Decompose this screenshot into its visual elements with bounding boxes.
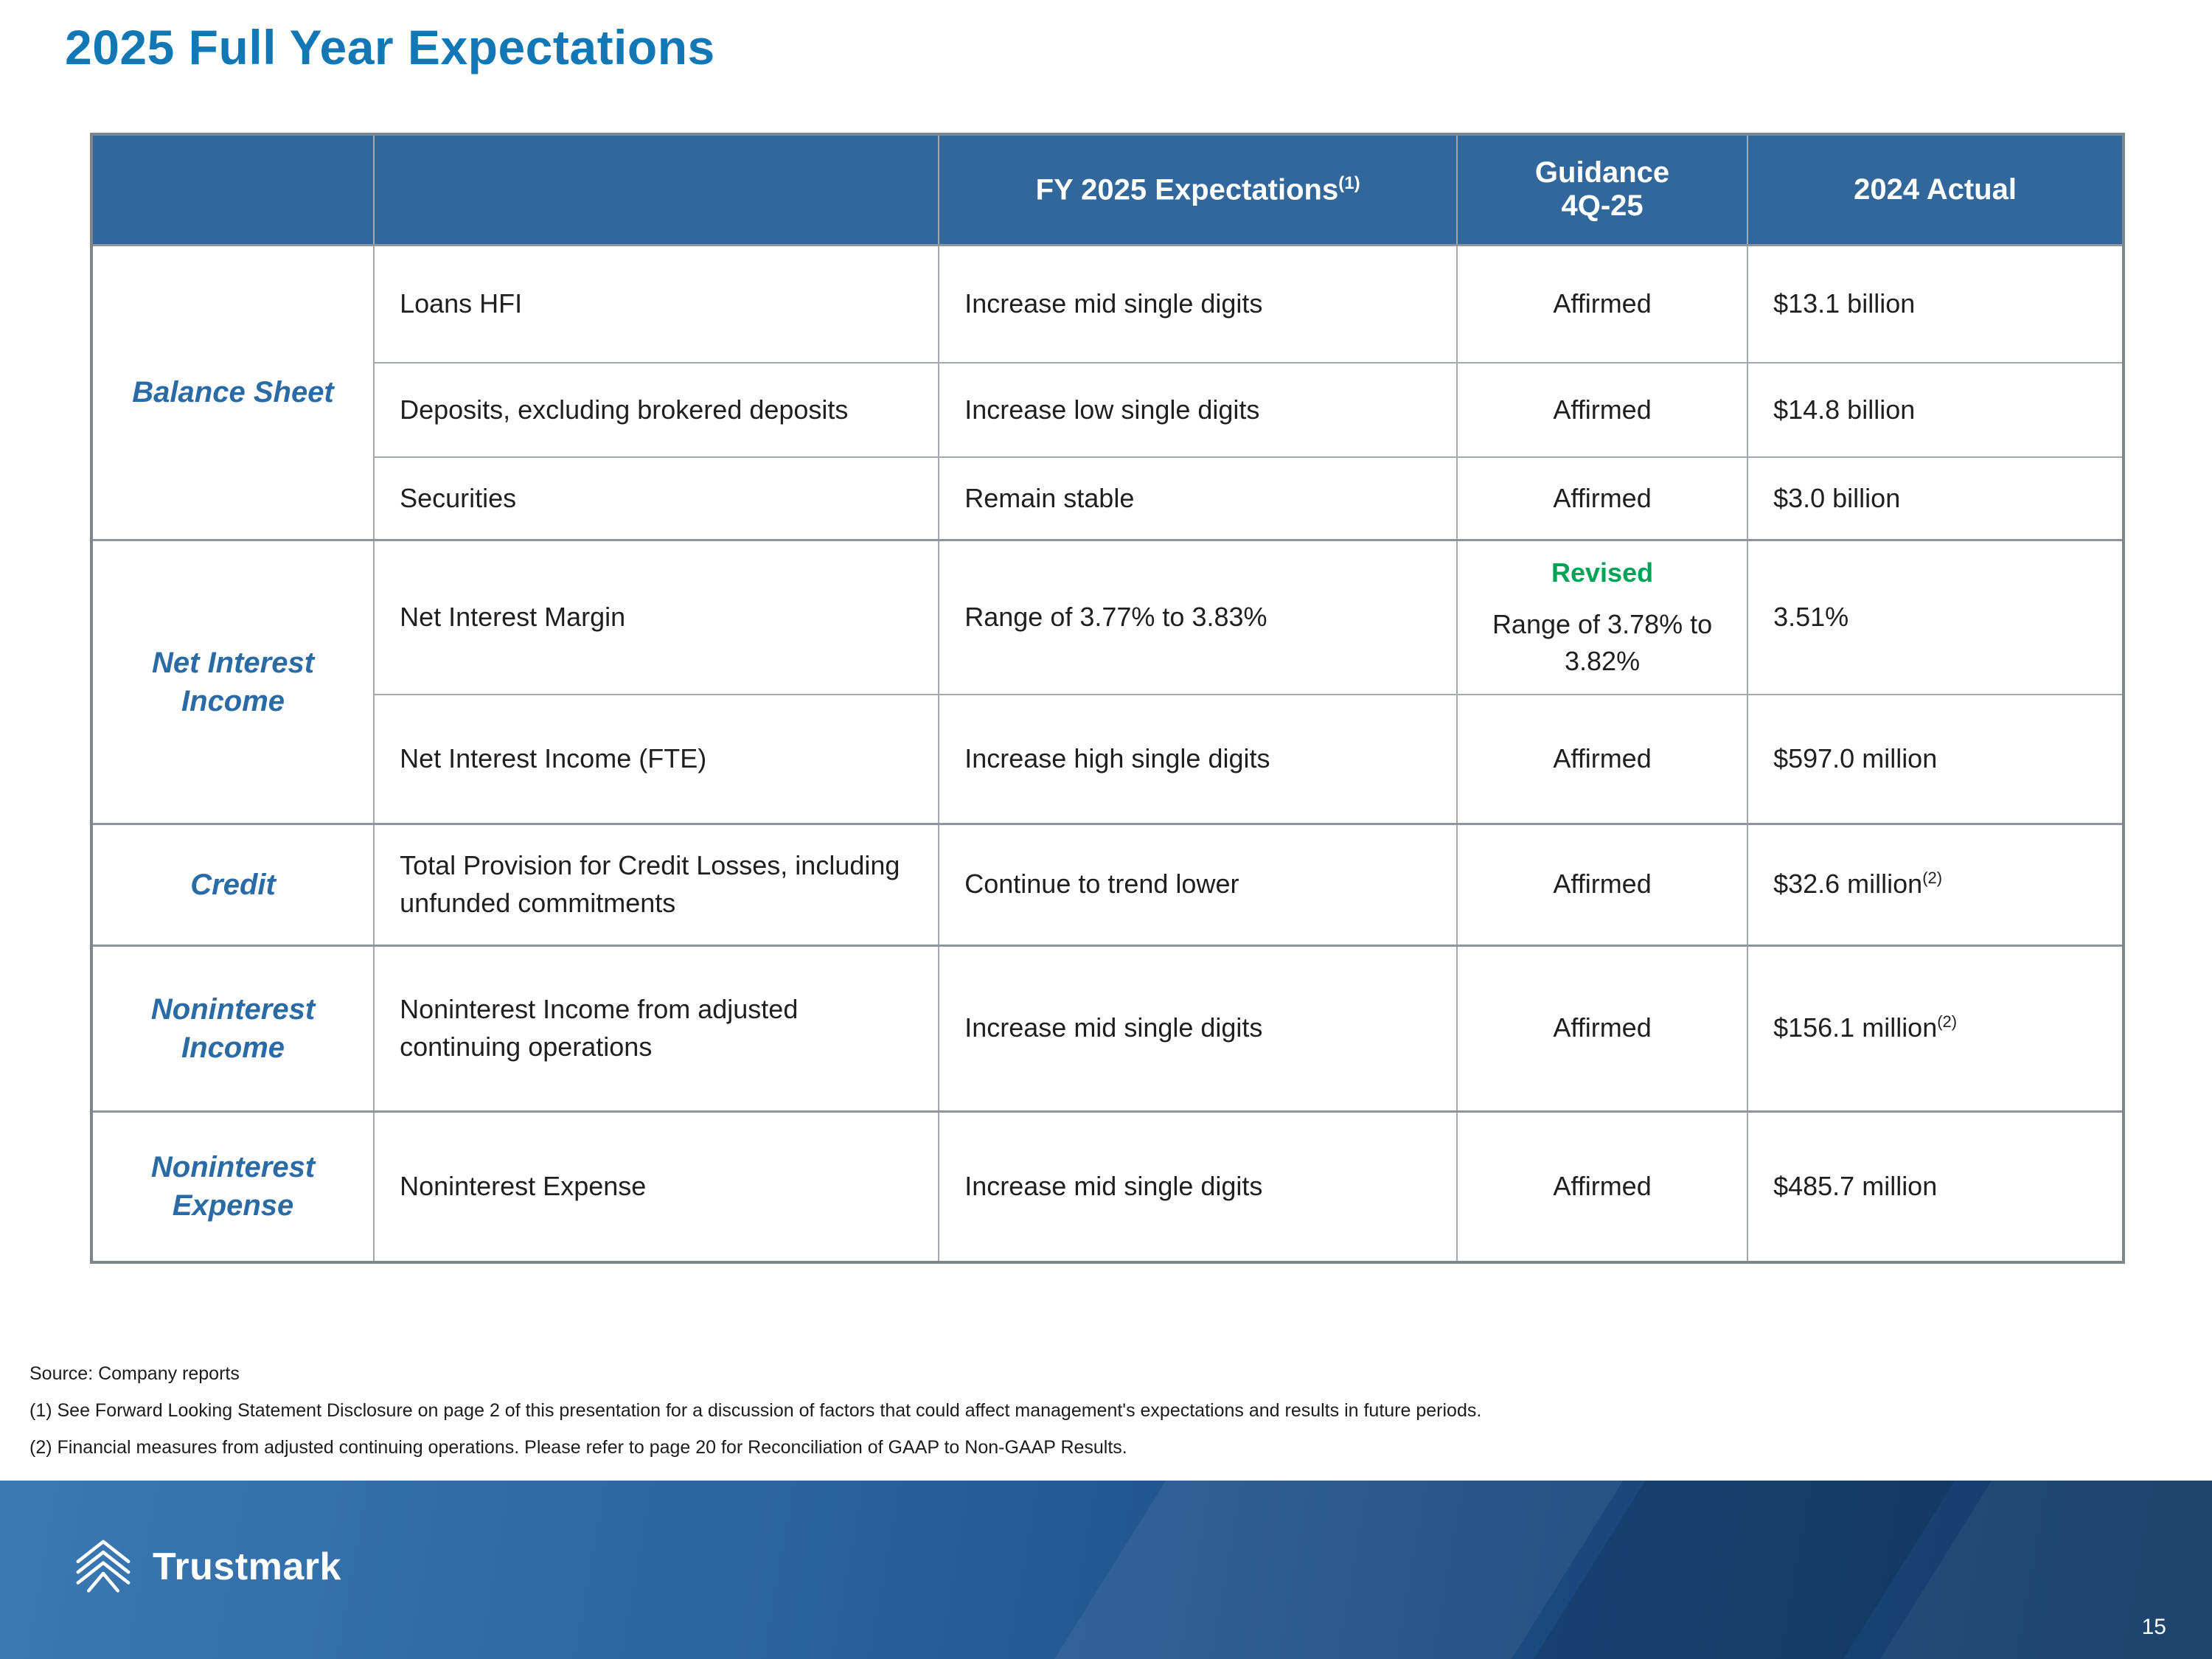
- guidance-cell: Affirmed: [1455, 694, 1749, 824]
- category-cell-noninterest-income: Noninterest Income: [90, 944, 375, 1112]
- actual-cell: $13.1 billion: [1747, 243, 2124, 364]
- category-cell-balance-sheet: Balance Sheet: [90, 243, 375, 540]
- header-blank-item: [373, 133, 940, 246]
- guidance-cell: Affirmed: [1455, 1110, 1749, 1263]
- item-cell: Net Interest Margin: [373, 538, 940, 695]
- trustmark-logo-text: Trustmark: [153, 1545, 341, 1588]
- header-actual: 2024 Actual: [1747, 133, 2124, 246]
- expectation-cell: Increase mid single digits: [938, 243, 1458, 364]
- item-cell: Securities: [373, 456, 940, 540]
- item-cell: Noninterest Income from adjusted continu…: [373, 944, 940, 1112]
- expectation-cell: Increase low single digits: [938, 362, 1458, 458]
- actual-cell: $14.8 billion: [1747, 362, 2124, 458]
- table-row: Noninterest Income Noninterest Income fr…: [90, 944, 2124, 1112]
- header-guidance-line2: 4Q-25: [1561, 189, 1644, 223]
- table-row: Net Interest Income Net Interest Margin …: [90, 538, 2124, 824]
- header-guidance-line1: Guidance: [1534, 156, 1670, 189]
- actual-cell: $3.0 billion: [1747, 456, 2124, 540]
- item-cell: Noninterest Expense: [373, 1110, 940, 1263]
- actual-cell: $32.6 million(2): [1747, 822, 2124, 946]
- item-cell: Loans HFI: [373, 243, 940, 364]
- footnote-2: (2) Financial measures from adjusted con…: [29, 1437, 1127, 1458]
- item-cell: Total Provision for Credit Losses, inclu…: [373, 822, 940, 946]
- expectation-cell: Increase mid single digits: [938, 1110, 1458, 1263]
- category-cell-credit: Credit: [90, 822, 375, 946]
- category-cell-net-interest-income: Net Interest Income: [90, 538, 375, 824]
- expectation-cell: Range of 3.77% to 3.83%: [938, 538, 1458, 695]
- actual-footnote: (2): [1922, 869, 1943, 888]
- header-blank-category: [90, 133, 375, 246]
- footer-band: Trustmark 15: [0, 1481, 2212, 1659]
- table-row: Securities Remain stable Affirmed $3.0 b…: [91, 456, 2124, 540]
- actual-cell: $156.1 million(2): [1747, 944, 2124, 1112]
- table-row: Balance Sheet Loans HFI Increase mid sin…: [90, 243, 2124, 540]
- table-row: Net Interest Income (FTE) Increase high …: [91, 694, 2124, 824]
- trustmark-logo: Trustmark: [70, 1534, 341, 1600]
- expectation-cell: Continue to trend lower: [938, 822, 1458, 946]
- guidance-revised-range: Range of 3.78% to 3.82%: [1492, 609, 1713, 677]
- header-row: FY 2025 Expectations(1) Guidance 4Q-25 20…: [90, 133, 2124, 246]
- page-number: 15: [2141, 1615, 2166, 1639]
- table-row: Deposits, excluding brokered deposits In…: [91, 362, 2124, 458]
- page-title: 2025 Full Year Expectations: [65, 20, 715, 74]
- guidance-revised-status: Revised: [1551, 557, 1654, 588]
- header-guidance: Guidance 4Q-25: [1455, 133, 1749, 246]
- actual-cell: 3.51%: [1747, 538, 2124, 695]
- expectations-table-wrap: FY 2025 Expectations(1) Guidance 4Q-25 20…: [90, 133, 2125, 1264]
- actual-cell: $485.7 million: [1747, 1110, 2124, 1263]
- table-row: Noninterest Expense Noninterest Expense …: [90, 1110, 2124, 1263]
- header-expectations: FY 2025 Expectations(1): [938, 133, 1458, 246]
- guidance-cell: Revised Range of 3.78% to 3.82%: [1455, 538, 1749, 695]
- trustmark-logo-icon: [76, 1540, 131, 1593]
- actual-cell: $597.0 million: [1747, 694, 2124, 824]
- expectations-table: FY 2025 Expectations(1) Guidance 4Q-25 20…: [90, 133, 2125, 1264]
- item-cell: Deposits, excluding brokered deposits: [373, 362, 940, 458]
- expectation-cell: Increase mid single digits: [938, 944, 1458, 1112]
- guidance-cell: Affirmed: [1455, 243, 1749, 364]
- footnote-1: (1) See Forward Looking Statement Disclo…: [29, 1400, 1482, 1421]
- guidance-cell: Affirmed: [1455, 822, 1749, 946]
- footnotes: Source: Company reports (1) See Forward …: [29, 1355, 1481, 1466]
- footnote-source: Source: Company reports: [29, 1363, 240, 1384]
- guidance-cell: Affirmed: [1455, 456, 1749, 540]
- guidance-cell: Affirmed: [1455, 362, 1749, 458]
- header-expectations-label: FY 2025 Expectations: [1035, 173, 1339, 206]
- actual-footnote: (2): [1937, 1012, 1958, 1032]
- actual-value: $156.1 million: [1773, 1012, 1938, 1043]
- header-expectations-footnote: (1): [1338, 173, 1360, 193]
- guidance-cell: Affirmed: [1455, 944, 1749, 1112]
- expectation-cell: Remain stable: [938, 456, 1458, 540]
- item-cell: Net Interest Income (FTE): [373, 694, 940, 824]
- category-cell-noninterest-expense: Noninterest Expense: [90, 1110, 375, 1263]
- expectation-cell: Increase high single digits: [938, 694, 1458, 824]
- actual-value: $32.6 million: [1773, 869, 1923, 900]
- table-row: Credit Total Provision for Credit Losses…: [90, 822, 2124, 946]
